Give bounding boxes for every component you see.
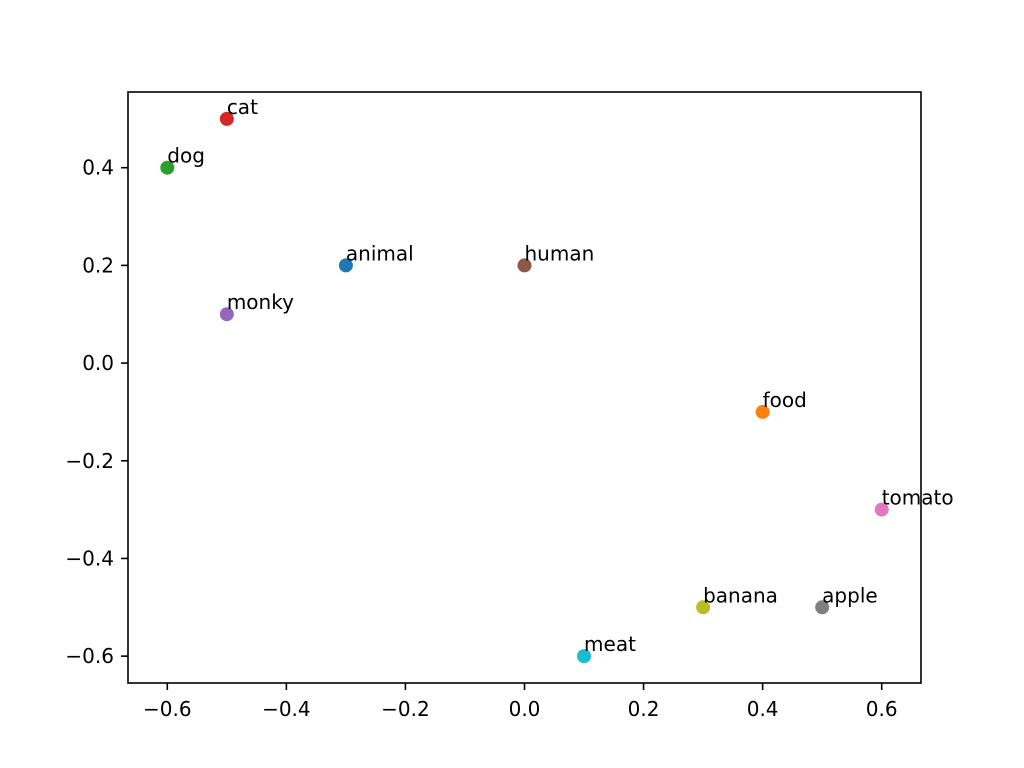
y-tick-label: −0.2 bbox=[65, 449, 114, 473]
point-label-animal: animal bbox=[346, 241, 414, 265]
plot-area-frame bbox=[127, 91, 922, 684]
point-human bbox=[517, 258, 532, 273]
point-animal bbox=[338, 258, 353, 273]
point-banana bbox=[696, 600, 711, 615]
x-tick-label: 0.4 bbox=[747, 697, 779, 721]
point-label-food: food bbox=[763, 388, 807, 412]
point-cat bbox=[219, 111, 234, 126]
x-tick-label: −0.4 bbox=[262, 697, 311, 721]
x-tick-label: 0.6 bbox=[866, 697, 898, 721]
point-meat bbox=[577, 649, 592, 664]
point-monky bbox=[219, 307, 234, 322]
point-dog bbox=[160, 160, 175, 175]
point-apple bbox=[815, 600, 830, 615]
y-tick-label: 0.0 bbox=[82, 351, 114, 375]
point-label-tomato: tomato bbox=[882, 486, 954, 510]
point-label-cat: cat bbox=[227, 95, 258, 119]
x-tick-label: 0.0 bbox=[509, 697, 541, 721]
x-tick-label: −0.6 bbox=[143, 697, 192, 721]
y-axis: −0.6 −0.4 −0.2 0.0 0.2 0.4 bbox=[65, 156, 128, 668]
y-tick-label: 0.4 bbox=[82, 156, 114, 180]
point-label-meat: meat bbox=[584, 632, 636, 656]
y-tick-label: −0.4 bbox=[65, 546, 114, 570]
y-tick-label: 0.2 bbox=[82, 253, 114, 277]
x-tick-label: 0.2 bbox=[628, 697, 660, 721]
point-label-monky: monky bbox=[227, 290, 294, 314]
x-axis: −0.6 −0.4 −0.2 0.0 0.2 0.4 0.6 bbox=[143, 683, 898, 721]
point-label-human: human bbox=[525, 241, 595, 265]
point-food bbox=[755, 404, 770, 419]
x-tick-label: −0.2 bbox=[381, 697, 430, 721]
point-label-banana: banana bbox=[703, 583, 778, 607]
y-tick-label: −0.6 bbox=[65, 644, 114, 668]
point-label-apple: apple bbox=[822, 583, 878, 607]
point-label-dog: dog bbox=[167, 144, 205, 168]
data-points: animal food dog cat monky human tomato apple ban… bbox=[160, 95, 954, 664]
point-tomato bbox=[874, 502, 889, 517]
